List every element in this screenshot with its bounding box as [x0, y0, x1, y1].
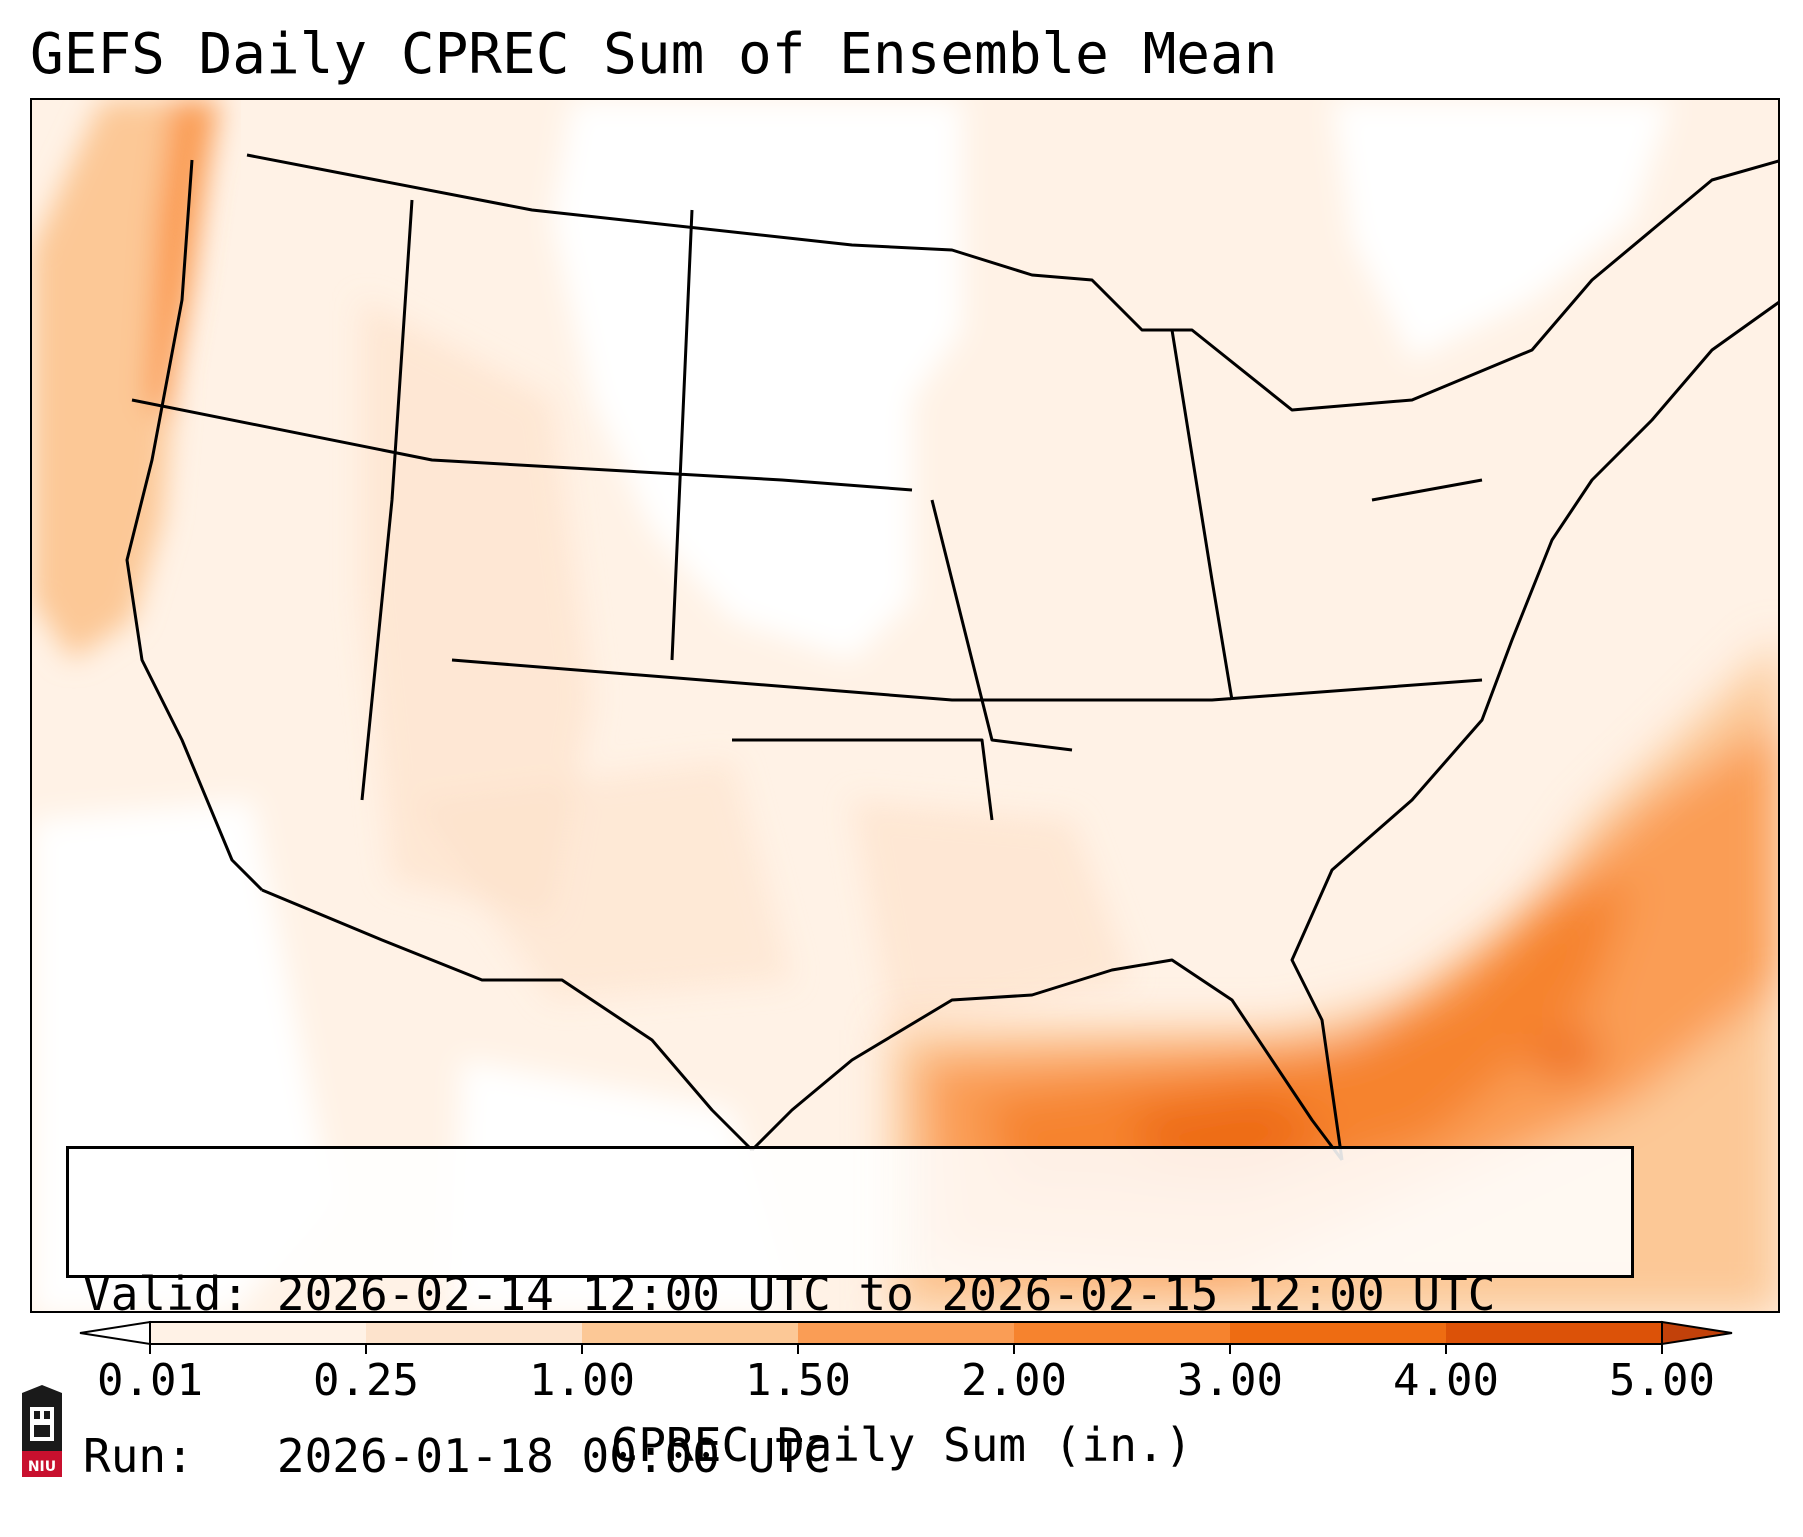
light-area-rockies: [362, 300, 592, 920]
run-line: Run: 2026-01-18 00:00 UTC: [83, 1429, 1617, 1483]
colorbar-tick-label: 1.00: [529, 1355, 635, 1406]
niu-logo-text: NIU: [28, 1459, 56, 1475]
state-boundaries: [125, 153, 1778, 1161]
gulf-coast: [750, 958, 1344, 1161]
light-precip-areas: [362, 300, 1132, 1030]
light-area-texas-la: [852, 800, 1132, 1030]
colorbar-tick-label: 5.00: [1609, 1355, 1715, 1406]
colorbar-segment: [1230, 1322, 1446, 1344]
colorbar-segment: [798, 1322, 1014, 1344]
colorbar-tick-label: 4.00: [1393, 1355, 1499, 1406]
map-title: GEFS Daily CPREC Sum of Ensemble Mean: [30, 22, 1278, 87]
precip-map: [32, 100, 1778, 1311]
colorbar-tick-label: 0.25: [313, 1355, 419, 1406]
us-canada-border: [246, 153, 1778, 412]
valid-value: 2026-02-14 12:00 UTC to 2026-02-15 12:00…: [276, 1267, 1496, 1321]
colorbar-tick-label: 0.01: [97, 1355, 203, 1406]
run-value: 2026-01-18 00:00 UTC: [276, 1429, 831, 1483]
colorbar-label: CPREC Daily Sum (in.): [610, 1418, 1193, 1472]
dry-area-northeast-canada: [1332, 100, 1672, 360]
pacific-coast-band: [32, 100, 222, 660]
us-mexico-border: [261, 888, 754, 1152]
boundary-lines-interior: [131, 199, 1483, 821]
colorbar-segment: [1446, 1322, 1662, 1344]
light-area-southwest: [412, 760, 792, 1000]
colorbar-segment: [366, 1322, 582, 1344]
valid-label: Valid:: [83, 1267, 250, 1321]
colorbar-under-extend: [79, 1320, 151, 1346]
valid-run-info-box: Valid: 2026-02-14 12:00 UTC to 2026-02-1…: [66, 1146, 1634, 1483]
valid-line: Valid: 2026-02-14 12:00 UTC to 2026-02-1…: [83, 1267, 1617, 1321]
colorbar-tick-label: 2.00: [961, 1355, 1067, 1406]
dry-area-northern-plains: [552, 100, 962, 660]
colorbar-outline: [149, 1321, 1663, 1345]
map-panel: [30, 98, 1780, 1313]
colorbar-segment: [150, 1322, 366, 1344]
colorbar-tick-label: 1.50: [745, 1355, 851, 1406]
colorbar-tick-label: 3.00: [1177, 1355, 1283, 1406]
niu-logo: NIU: [22, 1385, 62, 1477]
colorbar-segment: [582, 1322, 798, 1344]
us-west-coast: [125, 159, 264, 892]
colorbar-over-extend: [1661, 1320, 1733, 1346]
colorbar: [79, 1320, 1733, 1354]
colorbar-segment: [1014, 1322, 1230, 1344]
atlantic-coast: [1290, 301, 1778, 1161]
run-label: Run:: [83, 1429, 250, 1483]
